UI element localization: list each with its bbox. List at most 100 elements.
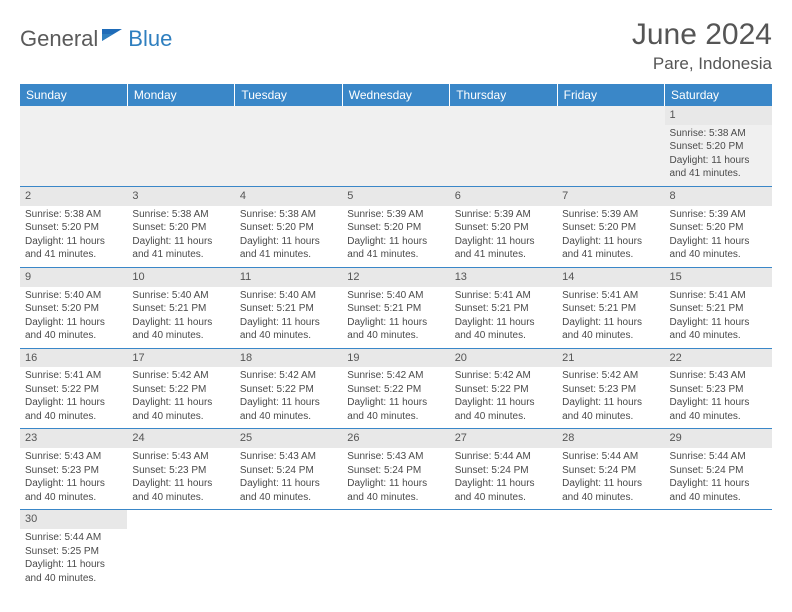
day-number: 2 — [20, 187, 127, 206]
day-number: 28 — [557, 429, 664, 448]
day-info-line: and 41 minutes. — [25, 248, 122, 262]
day-info-line: and 40 minutes. — [455, 491, 552, 505]
logo: General Blue — [20, 26, 172, 52]
day-info-line: Daylight: 11 hours — [347, 396, 444, 410]
day-info-line: Daylight: 11 hours — [562, 396, 659, 410]
calendar-day-cell: 26Sunrise: 5:43 AMSunset: 5:24 PMDayligh… — [342, 429, 449, 510]
calendar-day-cell — [557, 510, 664, 590]
day-info-line: Daylight: 11 hours — [132, 477, 229, 491]
day-info-line: Sunset: 5:24 PM — [347, 464, 444, 478]
calendar-day-cell — [342, 510, 449, 590]
day-info-line: Sunrise: 5:44 AM — [455, 450, 552, 464]
day-info-line: Sunset: 5:25 PM — [25, 545, 122, 559]
day-info-line: Sunrise: 5:42 AM — [562, 369, 659, 383]
day-info-line: Sunset: 5:22 PM — [132, 383, 229, 397]
weekday-header-row: Sunday Monday Tuesday Wednesday Thursday… — [20, 84, 772, 106]
day-info-line: Sunrise: 5:43 AM — [25, 450, 122, 464]
calendar-table: Sunday Monday Tuesday Wednesday Thursday… — [20, 84, 772, 590]
day-info-line: Daylight: 11 hours — [240, 316, 337, 330]
calendar-day-cell: 19Sunrise: 5:42 AMSunset: 5:22 PMDayligh… — [342, 348, 449, 429]
day-info-line: and 41 minutes. — [132, 248, 229, 262]
day-info-line: and 40 minutes. — [562, 491, 659, 505]
weekday-header: Thursday — [450, 84, 557, 106]
flag-icon — [102, 27, 124, 48]
day-info-line: Sunset: 5:20 PM — [347, 221, 444, 235]
calendar-day-cell: 7Sunrise: 5:39 AMSunset: 5:20 PMDaylight… — [557, 186, 664, 267]
day-info-line: and 40 minutes. — [240, 329, 337, 343]
location: Pare, Indonesia — [632, 54, 772, 74]
day-number: 13 — [450, 268, 557, 287]
day-number: 17 — [127, 349, 234, 368]
weekday-header: Wednesday — [342, 84, 449, 106]
day-info-line: Sunset: 5:20 PM — [455, 221, 552, 235]
calendar-day-cell: 13Sunrise: 5:41 AMSunset: 5:21 PMDayligh… — [450, 267, 557, 348]
day-info-line: Sunset: 5:20 PM — [132, 221, 229, 235]
calendar-day-cell: 25Sunrise: 5:43 AMSunset: 5:24 PMDayligh… — [235, 429, 342, 510]
weekday-header: Tuesday — [235, 84, 342, 106]
day-info-line: Sunrise: 5:44 AM — [670, 450, 767, 464]
day-info-line: Daylight: 11 hours — [240, 396, 337, 410]
calendar-week-row: 16Sunrise: 5:41 AMSunset: 5:22 PMDayligh… — [20, 348, 772, 429]
day-info-line: and 40 minutes. — [347, 329, 444, 343]
day-info-line: Sunrise: 5:40 AM — [240, 289, 337, 303]
day-info-line: Daylight: 11 hours — [670, 477, 767, 491]
day-number: 19 — [342, 349, 449, 368]
calendar-day-cell: 27Sunrise: 5:44 AMSunset: 5:24 PMDayligh… — [450, 429, 557, 510]
day-number: 7 — [557, 187, 664, 206]
day-number: 21 — [557, 349, 664, 368]
calendar-day-cell: 6Sunrise: 5:39 AMSunset: 5:20 PMDaylight… — [450, 186, 557, 267]
calendar-day-cell: 28Sunrise: 5:44 AMSunset: 5:24 PMDayligh… — [557, 429, 664, 510]
day-number: 26 — [342, 429, 449, 448]
day-number: 18 — [235, 349, 342, 368]
day-info-line: Sunset: 5:20 PM — [25, 221, 122, 235]
day-info-line: and 41 minutes. — [347, 248, 444, 262]
day-info-line: Sunrise: 5:39 AM — [670, 208, 767, 222]
day-info-line: Sunrise: 5:41 AM — [455, 289, 552, 303]
calendar-day-cell — [235, 106, 342, 186]
day-info-line: Daylight: 11 hours — [562, 316, 659, 330]
day-info-line: Sunrise: 5:44 AM — [25, 531, 122, 545]
day-info-line: Sunrise: 5:38 AM — [132, 208, 229, 222]
calendar-day-cell — [127, 106, 234, 186]
day-info-line: Daylight: 11 hours — [240, 477, 337, 491]
calendar-day-cell: 20Sunrise: 5:42 AMSunset: 5:22 PMDayligh… — [450, 348, 557, 429]
day-info-line: Sunset: 5:24 PM — [240, 464, 337, 478]
day-number: 30 — [20, 510, 127, 529]
calendar-day-cell: 21Sunrise: 5:42 AMSunset: 5:23 PMDayligh… — [557, 348, 664, 429]
day-info-line: and 40 minutes. — [455, 410, 552, 424]
day-info-line: Daylight: 11 hours — [455, 316, 552, 330]
calendar-day-cell: 2Sunrise: 5:38 AMSunset: 5:20 PMDaylight… — [20, 186, 127, 267]
calendar-day-cell — [450, 510, 557, 590]
calendar-day-cell: 23Sunrise: 5:43 AMSunset: 5:23 PMDayligh… — [20, 429, 127, 510]
day-info-line: Daylight: 11 hours — [25, 316, 122, 330]
day-number: 15 — [665, 268, 772, 287]
day-number: 11 — [235, 268, 342, 287]
day-info-line: Sunrise: 5:43 AM — [347, 450, 444, 464]
calendar-day-cell — [235, 510, 342, 590]
day-info-line: Sunrise: 5:40 AM — [132, 289, 229, 303]
day-info-line: Daylight: 11 hours — [562, 477, 659, 491]
calendar-day-cell: 3Sunrise: 5:38 AMSunset: 5:20 PMDaylight… — [127, 186, 234, 267]
weekday-header: Saturday — [665, 84, 772, 106]
calendar-day-cell: 24Sunrise: 5:43 AMSunset: 5:23 PMDayligh… — [127, 429, 234, 510]
day-info-line: and 40 minutes. — [25, 410, 122, 424]
calendar-day-cell: 18Sunrise: 5:42 AMSunset: 5:22 PMDayligh… — [235, 348, 342, 429]
day-info-line: Sunset: 5:20 PM — [240, 221, 337, 235]
calendar-day-cell — [557, 106, 664, 186]
day-info-line: Sunset: 5:23 PM — [562, 383, 659, 397]
day-info-line: Daylight: 11 hours — [347, 235, 444, 249]
day-info-line: and 40 minutes. — [562, 410, 659, 424]
day-info-line: Sunset: 5:21 PM — [132, 302, 229, 316]
day-info-line: and 40 minutes. — [132, 329, 229, 343]
month-title: June 2024 — [632, 18, 772, 52]
calendar-week-row: 2Sunrise: 5:38 AMSunset: 5:20 PMDaylight… — [20, 186, 772, 267]
day-info-line: Sunrise: 5:41 AM — [25, 369, 122, 383]
day-info-line: and 41 minutes. — [562, 248, 659, 262]
day-info-line: Daylight: 11 hours — [347, 316, 444, 330]
day-info-line: Daylight: 11 hours — [132, 235, 229, 249]
day-info-line: Sunrise: 5:38 AM — [670, 127, 767, 141]
day-info-line: Sunrise: 5:43 AM — [132, 450, 229, 464]
day-number: 4 — [235, 187, 342, 206]
day-info-line: Sunrise: 5:40 AM — [347, 289, 444, 303]
day-info-line: Daylight: 11 hours — [132, 316, 229, 330]
